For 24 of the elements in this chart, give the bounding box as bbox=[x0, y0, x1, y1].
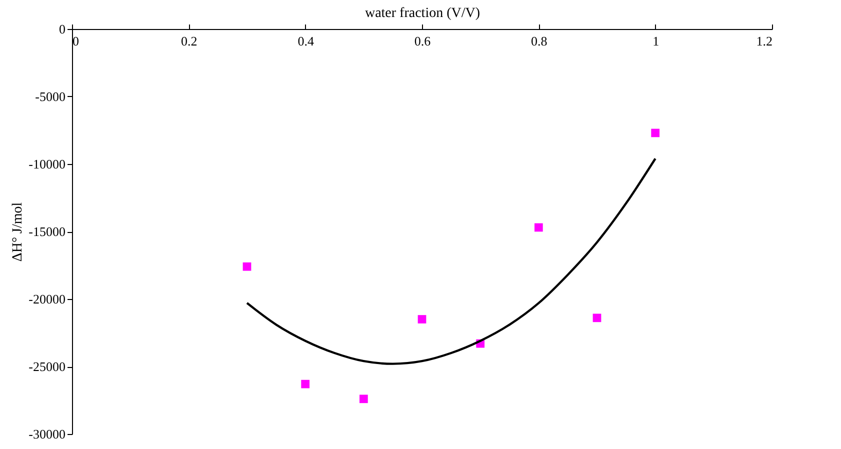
y-tick-label: -15000 bbox=[28, 224, 66, 239]
point bbox=[359, 394, 368, 404]
y-tick-label: -25000 bbox=[28, 359, 66, 374]
y-tick-label: 0 bbox=[59, 22, 66, 36]
x-tick-label: 0.4 bbox=[298, 34, 314, 48]
y-axis-title: ΔH° J/mol bbox=[10, 202, 26, 262]
y-tick-label: -5000 bbox=[35, 89, 66, 104]
y-tick-label: -20000 bbox=[28, 292, 66, 306]
x-tick-label: 0 bbox=[72, 34, 79, 48]
x-tick-label: 0.8 bbox=[531, 34, 548, 48]
point bbox=[651, 128, 660, 138]
x-tick-label: 0.6 bbox=[414, 34, 432, 48]
x-axis-title: water fraction (V/V) bbox=[364, 6, 480, 21]
x-tick-label: 0.2 bbox=[181, 34, 198, 48]
point bbox=[592, 314, 602, 322]
y-tick-label: -30000 bbox=[28, 426, 66, 442]
point bbox=[242, 262, 252, 271]
point bbox=[418, 315, 426, 324]
y-tick-label: -10000 bbox=[28, 156, 66, 172]
x-tick-label: 1.2 bbox=[756, 34, 772, 48]
line-series bbox=[246, 158, 656, 365]
point bbox=[534, 223, 543, 232]
x-tick-label: 1 bbox=[652, 34, 660, 48]
point bbox=[301, 380, 310, 388]
